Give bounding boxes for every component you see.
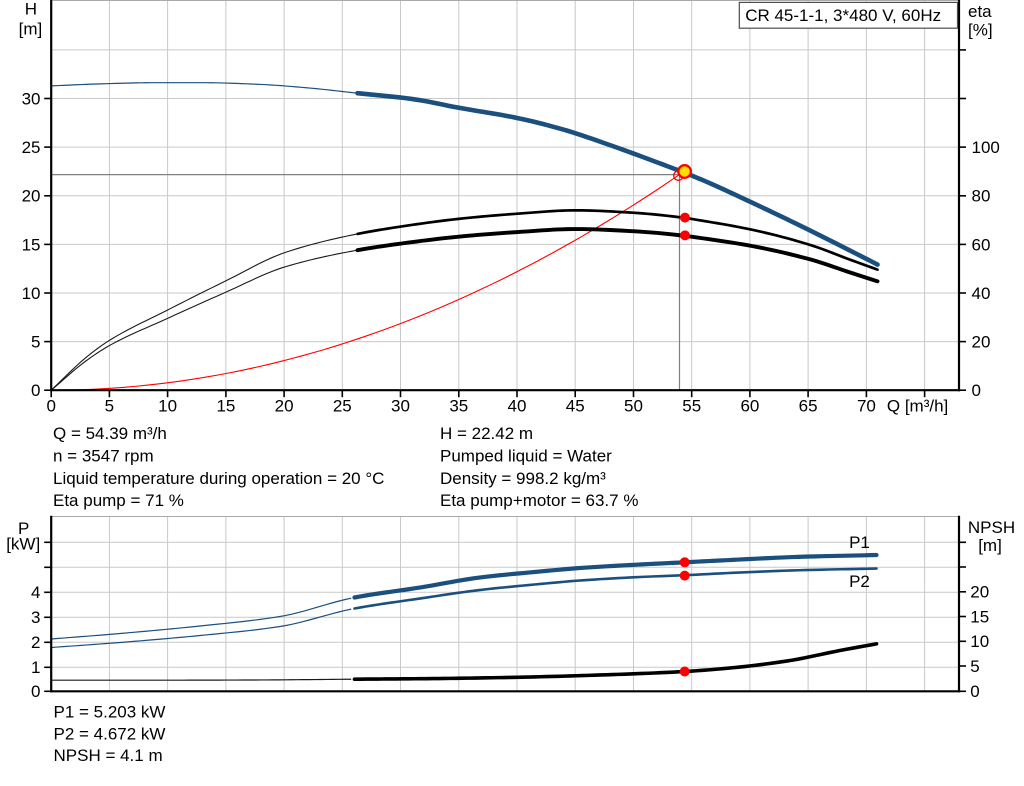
svg-text:5: 5 [105,397,114,416]
svg-text:100: 100 [972,138,1000,157]
svg-text:20: 20 [22,187,41,206]
svg-text:60: 60 [972,235,991,254]
svg-text:P: P [18,519,29,538]
svg-text:55: 55 [682,397,701,416]
svg-text:60: 60 [740,397,759,416]
svg-text:10: 10 [970,632,989,651]
svg-text:10: 10 [158,397,177,416]
svg-text:45: 45 [566,397,585,416]
svg-text:10: 10 [22,284,41,303]
svg-text:25: 25 [333,397,352,416]
svg-text:35: 35 [449,397,468,416]
svg-text:80: 80 [972,187,991,206]
svg-text:0: 0 [972,381,981,400]
svg-text:15: 15 [22,235,41,254]
svg-text:NPSH = 4.1 m: NPSH = 4.1 m [54,746,163,765]
svg-text:P1: P1 [849,533,870,552]
svg-text:NPSH: NPSH [968,518,1015,537]
svg-text:H: H [25,0,37,19]
svg-text:H = 22.42 m: H = 22.42 m [440,424,533,443]
svg-text:Pumped liquid = Water: Pumped liquid = Water [440,446,612,465]
svg-text:Eta pump+motor = 63.7 %: Eta pump+motor = 63.7 % [440,491,638,510]
svg-text:P1 = 5.203 kW: P1 = 5.203 kW [54,703,166,722]
svg-text:30: 30 [391,397,410,416]
svg-text:40: 40 [972,284,991,303]
svg-text:5: 5 [970,657,979,676]
svg-text:Q = 54.39 m³/h: Q = 54.39 m³/h [53,424,167,443]
svg-text:15: 15 [970,607,989,626]
svg-text:[%]: [%] [968,20,993,39]
svg-text:[kW]: [kW] [6,534,40,553]
svg-text:0: 0 [31,381,40,400]
svg-text:[m]: [m] [19,20,43,39]
svg-text:20: 20 [275,397,294,416]
svg-text:1: 1 [31,658,40,677]
svg-text:3: 3 [31,608,40,627]
svg-text:5: 5 [31,333,40,352]
svg-text:20: 20 [970,583,989,602]
svg-text:65: 65 [799,397,818,416]
svg-text:Eta pump = 71 %: Eta pump = 71 % [53,491,184,510]
svg-text:eta: eta [968,2,992,21]
svg-text:2: 2 [31,633,40,652]
svg-text:n = 3547 rpm: n = 3547 rpm [53,446,154,465]
svg-text:15: 15 [216,397,235,416]
svg-text:25: 25 [22,138,41,157]
svg-text:CR 45-1-1, 3*480 V, 60Hz: CR 45-1-1, 3*480 V, 60Hz [745,6,941,25]
svg-text:20: 20 [972,333,991,352]
svg-text:50: 50 [624,397,643,416]
svg-text:0: 0 [970,682,979,701]
svg-text:P2 = 4.672 kW: P2 = 4.672 kW [54,724,166,743]
svg-text:4: 4 [31,583,40,602]
svg-text:[m]: [m] [978,536,1002,555]
svg-text:Density = 998.2 kg/m³: Density = 998.2 kg/m³ [440,469,606,488]
svg-text:0: 0 [31,682,40,701]
svg-text:Liquid temperature during oper: Liquid temperature during operation = 20… [53,469,384,488]
svg-text:P2: P2 [849,572,870,591]
svg-text:0: 0 [46,397,55,416]
svg-text:Q [m³/h]: Q [m³/h] [887,397,948,416]
svg-text:30: 30 [22,89,41,108]
svg-text:40: 40 [508,397,527,416]
svg-text:70: 70 [857,397,876,416]
